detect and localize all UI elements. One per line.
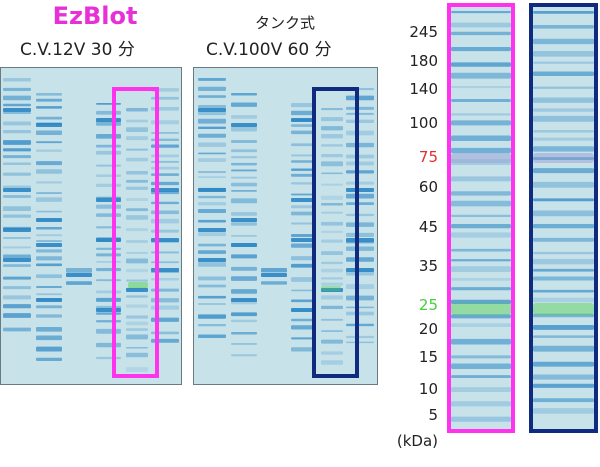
marker-label: 100 (409, 114, 438, 132)
tank-enlarged-lane (529, 3, 598, 433)
marker-label: 45 (418, 218, 438, 236)
marker-scale: 245 180 140 100 75 60 45 35 25 20 15 10 … (378, 0, 438, 467)
marker-label: 180 (409, 52, 438, 70)
ezblot-enlarged-frame (447, 3, 515, 433)
marker-label: 60 (418, 178, 438, 196)
marker-label: 15 (418, 348, 438, 366)
marker-label: 140 (409, 80, 438, 98)
tank-condition: C.V.100V 60 分 (206, 40, 332, 60)
tank-highlight-box (312, 87, 359, 378)
tank-title: タンク式 (254, 14, 315, 32)
ezblot-enlarged-lane (447, 3, 515, 433)
marker-label-75: 75 (418, 148, 438, 166)
ezblot-highlight-box (112, 87, 159, 378)
marker-label: 10 (418, 380, 438, 398)
marker-label-25: 25 (418, 296, 438, 314)
marker-label: 245 (409, 23, 438, 41)
tank-enlarged-frame (529, 3, 598, 433)
marker-label: 35 (418, 257, 438, 275)
kda-unit: (kDa) (396, 432, 438, 450)
tank-membrane (193, 67, 378, 385)
marker-label: 5 (428, 406, 438, 424)
marker-label: 20 (418, 320, 438, 338)
ezblot-condition: C.V.12V 30 分 (20, 40, 135, 60)
ezblot-title: EzBlot (52, 2, 138, 30)
